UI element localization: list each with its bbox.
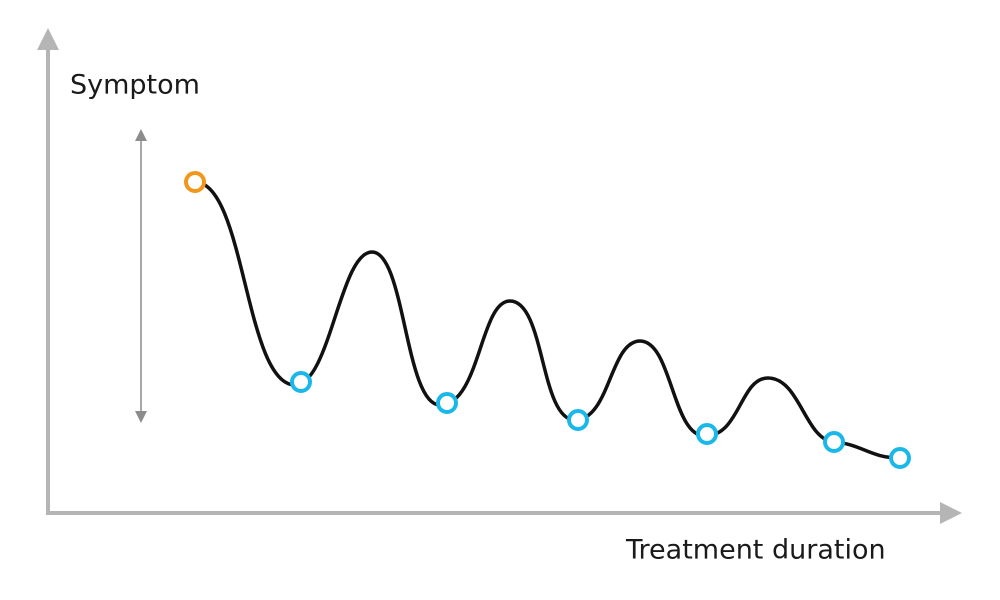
range-arrow-bottom xyxy=(135,411,147,423)
range-arrow-top xyxy=(135,129,147,141)
point xyxy=(436,392,458,414)
y-axis-label: Symptom xyxy=(70,70,200,101)
point xyxy=(696,423,718,445)
symptom-curve xyxy=(194,180,901,460)
point xyxy=(823,431,845,453)
x-axis-label: Treatment duration xyxy=(625,535,886,566)
point xyxy=(889,447,911,469)
start-point xyxy=(184,171,206,193)
point xyxy=(567,409,589,431)
x-axis-arrow xyxy=(940,502,962,524)
y-axis-arrow xyxy=(37,28,59,50)
point xyxy=(290,371,312,393)
